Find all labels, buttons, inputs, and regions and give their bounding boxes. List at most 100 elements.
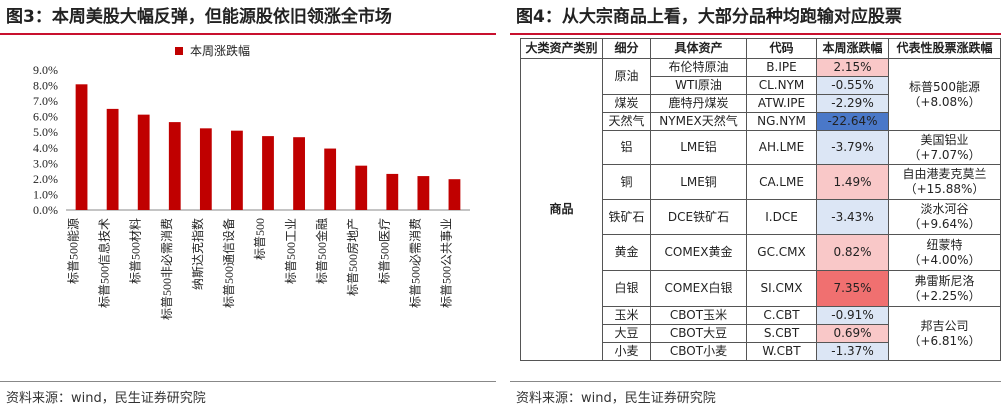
code-cell: W.CBT xyxy=(746,342,817,361)
table-row: 小麦 CBOT小麦 W.CBT -1.37% xyxy=(521,342,1001,361)
y-tick-label: 0.0% xyxy=(33,203,58,217)
change-cell: 7.35% xyxy=(816,270,889,307)
x-tick-label: 标普500必需消费 xyxy=(408,218,422,308)
header-weekly-change: 本周涨跌幅 xyxy=(816,38,889,59)
stock-name: 弗雷斯尼洛 xyxy=(914,273,975,288)
x-tick-label: 标普500材料 xyxy=(129,218,143,284)
asset-cell: DCE铁矿石 xyxy=(650,199,747,235)
table-row: 玉米 CBOT玉米 C.CBT -0.91% 邦吉公司 （+6.81%） xyxy=(521,306,1001,361)
figure-4: 图4：从大宗商品上看，大部分品种均跑输对应股票 大类资产类别 细分 具体资产 代… xyxy=(510,0,1001,410)
sub-cell: 铝 xyxy=(602,130,651,165)
y-tick-label: 8.0% xyxy=(33,79,58,93)
stock-change: （+8.08%） xyxy=(908,94,981,109)
bar xyxy=(137,114,150,210)
legend-label: 本周涨跌幅 xyxy=(190,43,250,58)
figure-4-title: 图4：从大宗商品上看，大部分品种均跑输对应股票 xyxy=(516,7,902,27)
x-tick-label: 标普500公共事业 xyxy=(439,218,453,308)
table-row: 黄金 COMEX黄金 GC.CMX 0.82% 纽蒙特 （+4.00%） xyxy=(521,234,1001,271)
change-cell: -0.91% xyxy=(816,306,889,325)
change-cell: -3.79% xyxy=(816,130,889,165)
code-cell: I.DCE xyxy=(746,199,817,235)
table-row: 商品 原油 布伦特原油 B.IPE 2.15% 标普500能源 （+8.08%） xyxy=(520,58,1001,361)
figure-4-source-rule xyxy=(510,381,1001,382)
figure-3-source-rule xyxy=(0,381,496,382)
y-tick-label: 2.0% xyxy=(33,172,58,186)
code-cell: CA.LME xyxy=(746,164,817,200)
figure-3-title: 图3：本周美股大幅反弹，但能源股依旧领涨全市场 xyxy=(6,7,392,27)
table-row: 白银 COMEX白银 SI.CMX 7.35% 弗雷斯尼洛 （+2.25%） xyxy=(521,270,1001,307)
y-tick-label: 7.0% xyxy=(33,94,58,108)
stock-change: （+7.07%） xyxy=(908,147,981,162)
code-cell: SI.CMX xyxy=(746,270,817,307)
sub-cell: 大豆 xyxy=(602,324,651,343)
change-cell: -1.37% xyxy=(816,342,889,361)
x-tick-label: 标普500通信设备 xyxy=(222,218,236,308)
asset-cell: NYMEX天然气 xyxy=(650,112,747,131)
sub-cell: 黄金 xyxy=(602,234,651,271)
figure-4-source: 资料来源：wind，民生证券研究院 xyxy=(516,391,716,406)
bar xyxy=(293,137,305,210)
bar xyxy=(324,148,337,210)
stock-name: 纽蒙特 xyxy=(926,237,963,252)
sub-cell: 煤炭 xyxy=(602,94,651,113)
sub-cell: 玉米 xyxy=(602,306,651,325)
x-tick-label: 标普500能源 xyxy=(67,218,81,284)
asset-cell: CBOT大豆 xyxy=(650,324,747,343)
figure-3-title-rule xyxy=(0,33,496,35)
change-cell: 1.49% xyxy=(816,164,889,200)
asset-cell: WTI原油 xyxy=(650,76,747,95)
change-cell: 0.69% xyxy=(816,324,889,343)
stock-cell: 淡水河谷 （+9.64%） xyxy=(888,199,1001,235)
stock-change: （+2.25%） xyxy=(908,288,981,303)
stock-change: （+4.00%） xyxy=(908,252,981,267)
asset-class-cell: 商品 xyxy=(520,58,603,361)
y-tick-label: 1.0% xyxy=(33,187,58,201)
table-row: 铝 LME铝 AH.LME -3.79% 美国铝业 （+7.07%） xyxy=(521,130,1001,165)
stock-name: 标普500能源 xyxy=(909,79,980,94)
change-cell: -2.29% xyxy=(816,94,889,113)
figure-3: 图3：本周美股大幅反弹，但能源股依旧领涨全市场 0.0% 1.0% 2.0% 3.0%… xyxy=(0,0,496,410)
bar xyxy=(262,136,274,210)
y-tick-label: 5.0% xyxy=(33,125,58,139)
stock-cell: 弗雷斯尼洛 （+2.25%） xyxy=(888,270,1001,307)
header-code: 代码 xyxy=(746,38,817,59)
bar xyxy=(75,84,88,210)
legend-swatch xyxy=(175,47,183,55)
x-tick-label: 标普500金融 xyxy=(314,218,329,284)
x-tick-label: 标普500房地产 xyxy=(345,218,360,296)
x-tick-label: 标普500信息技术 xyxy=(97,218,112,308)
asset-cell: COMEX黄金 xyxy=(650,234,747,271)
x-tick-label: 标普500非必需消费 xyxy=(160,218,174,320)
bar xyxy=(386,173,399,210)
bar-chart: 0.0% 1.0%2.0% 3.0%4.0% 5.0%6.0% 7.0%8.0% 9.0%… xyxy=(33,43,470,320)
code-cell: AH.LME xyxy=(746,130,817,165)
sub-cell: 白银 xyxy=(602,270,651,307)
asset-cell: CBOT玉米 xyxy=(650,306,747,325)
asset-cell: COMEX白银 xyxy=(650,270,747,307)
header-asset: 具体资产 xyxy=(650,38,747,59)
stock-change: （+15.88%） xyxy=(904,182,985,196)
commodity-table: 大类资产类别 细分 具体资产 代码 本周涨跌幅 代表性股票涨跌幅 商品 原油 布… xyxy=(520,38,1001,361)
stock-change: （+6.81%） xyxy=(908,333,981,348)
header-sub: 细分 xyxy=(602,38,651,59)
asset-cell: 鹿特丹煤炭 xyxy=(650,94,747,113)
bar xyxy=(106,108,119,210)
header-asset-class: 大类资产类别 xyxy=(520,38,603,59)
stock-cell: 标普500能源 （+8.08%） xyxy=(888,58,1001,131)
asset-cell: LME铝 xyxy=(650,130,747,165)
x-tick-label: 标普500医疗 xyxy=(377,218,391,284)
bar xyxy=(231,130,243,210)
code-cell: GC.CMX xyxy=(746,234,817,271)
y-tick-label: 9.0% xyxy=(33,63,58,77)
sub-cell: 小麦 xyxy=(602,342,651,361)
asset-cell: CBOT小麦 xyxy=(650,342,747,361)
bar xyxy=(448,179,461,210)
asset-cell: LME铜 xyxy=(650,164,747,200)
table-row: 铜 LME铜 CA.LME 1.49% 自由港麦克莫兰 （+15.88%） xyxy=(521,164,1001,200)
stock-name: 美国铝业 xyxy=(920,132,969,147)
table-row: WTI原油 CL.NYM -0.55% xyxy=(521,76,1001,95)
stock-cell: 自由港麦克莫兰 （+15.88%） xyxy=(888,164,1001,200)
stock-name: 淡水河谷 xyxy=(920,202,969,216)
change-cell: 0.82% xyxy=(816,234,889,271)
bar xyxy=(355,165,368,210)
